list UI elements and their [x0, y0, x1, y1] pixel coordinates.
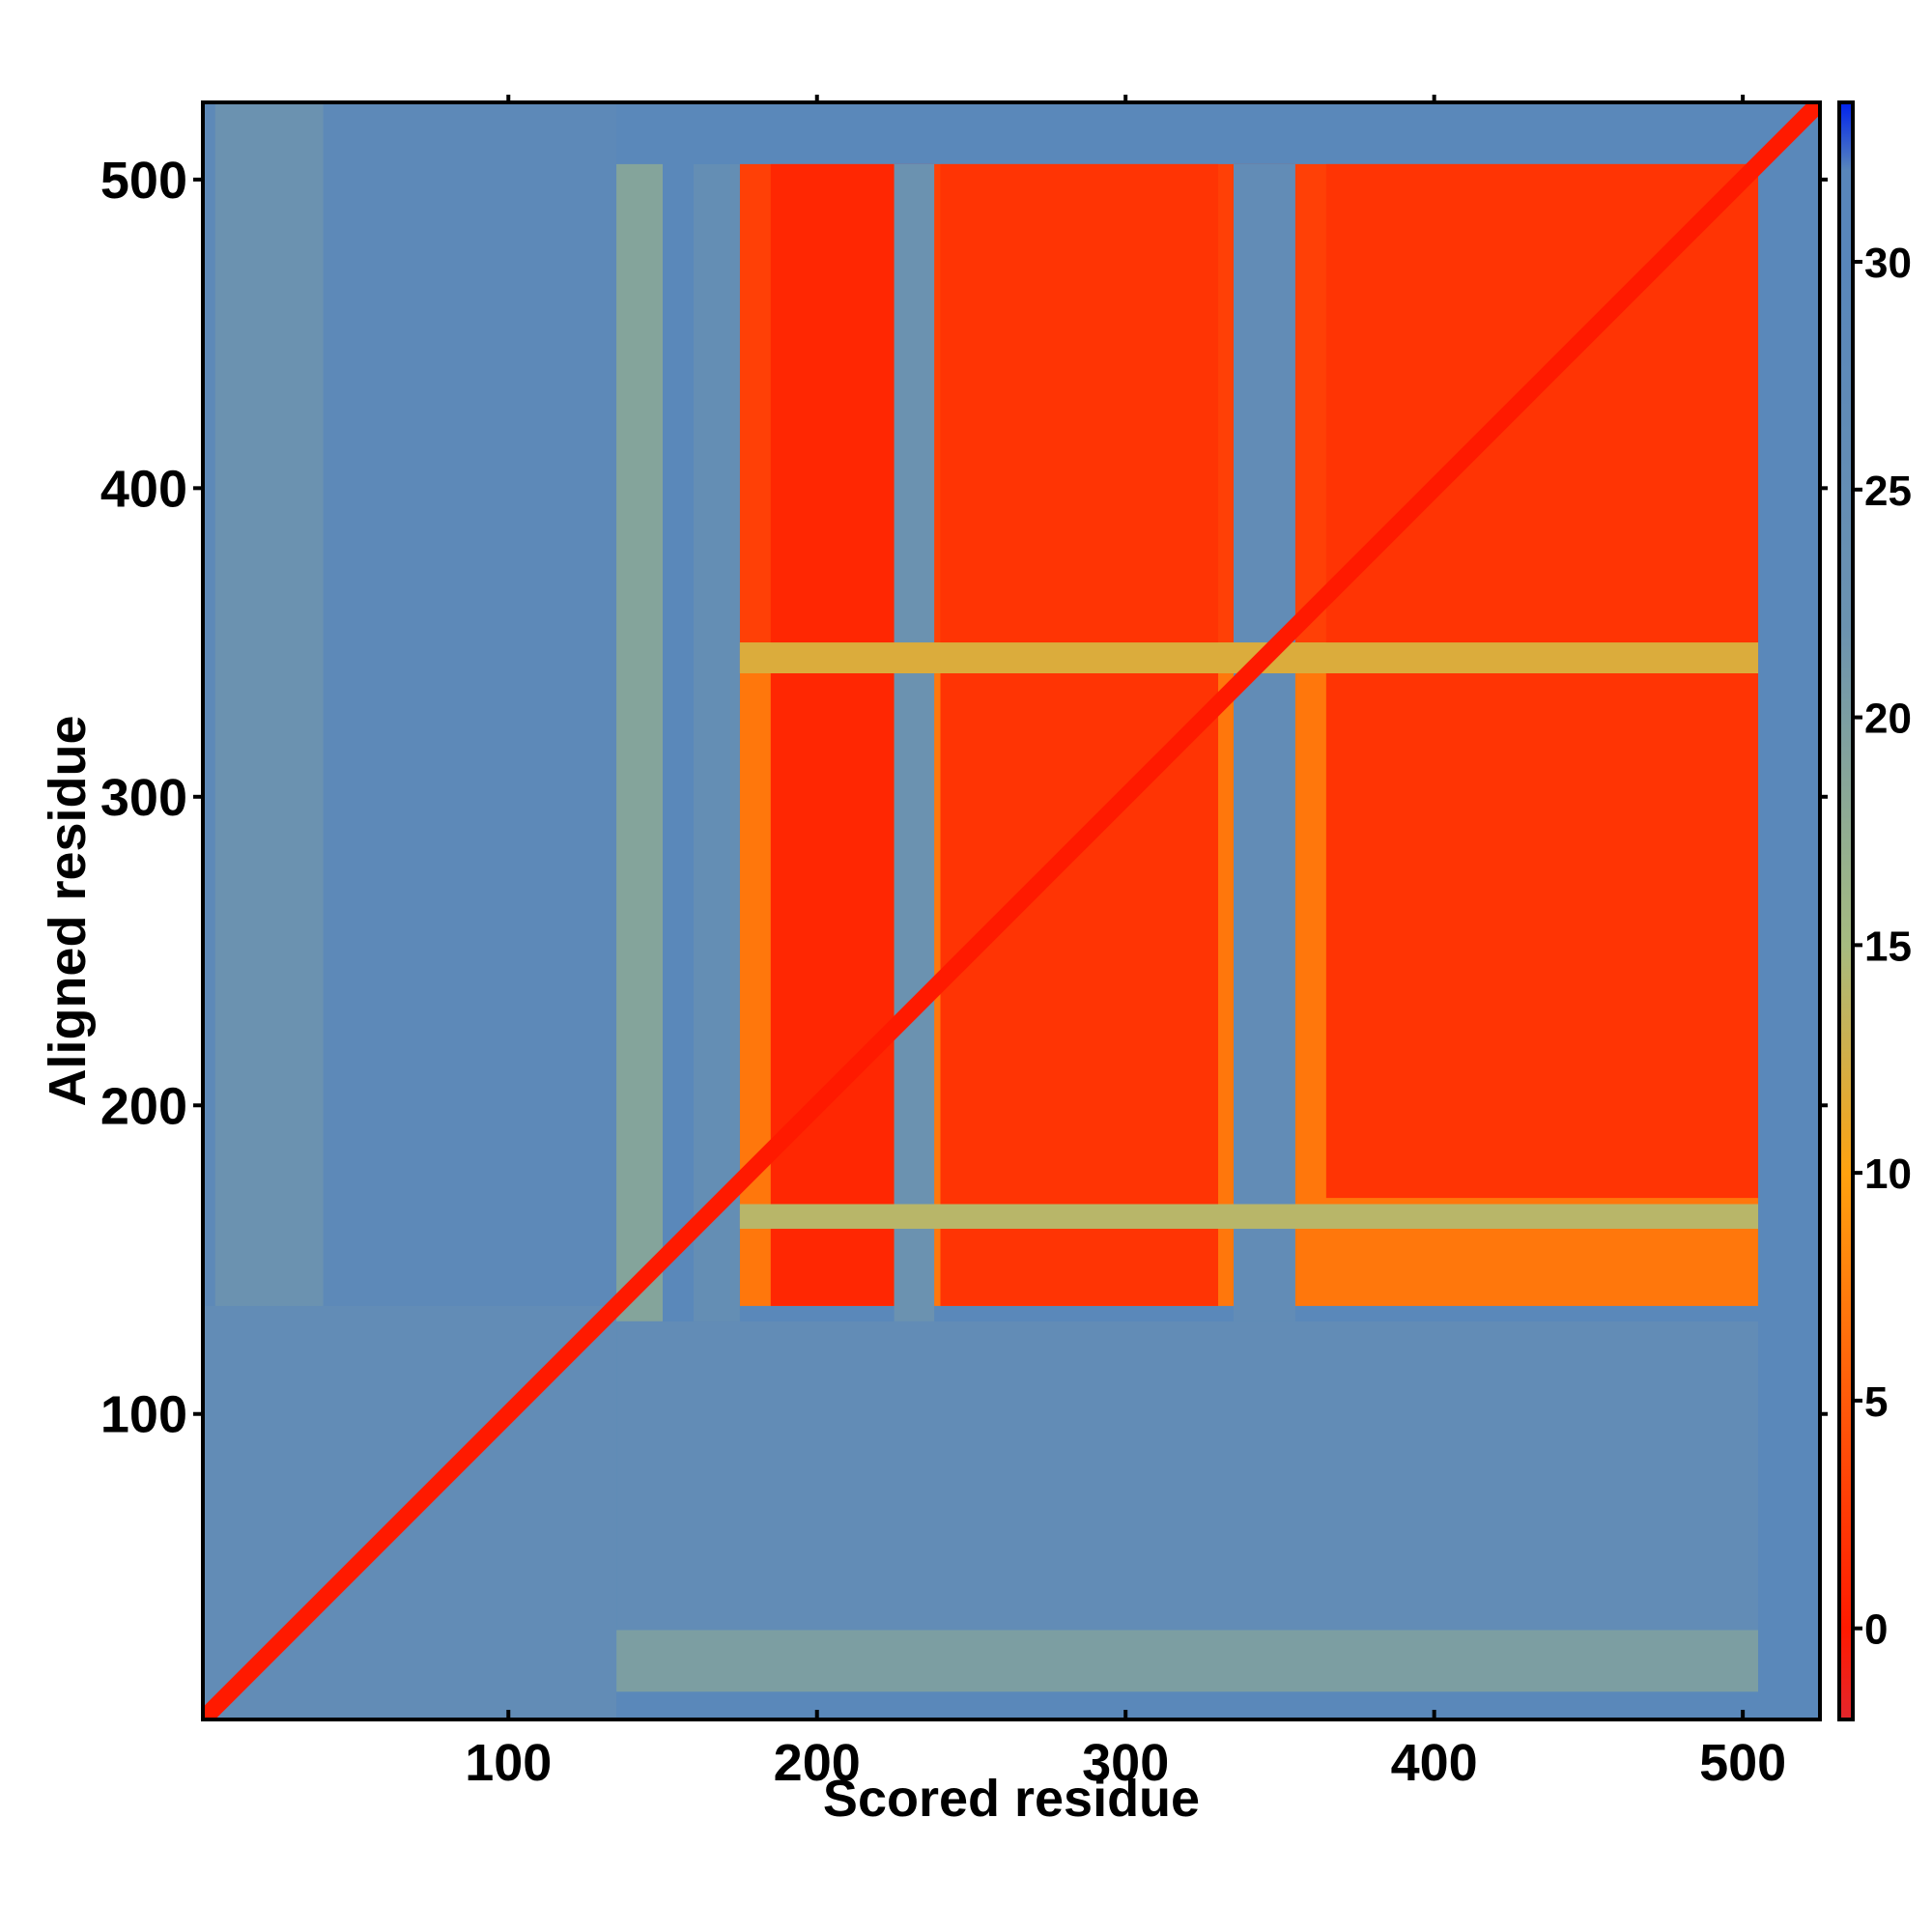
heatmap-region-8 [770, 163, 895, 1306]
colorbar-tick-label: 25 [1864, 468, 1912, 515]
colorbar-tick-label: 0 [1864, 1606, 1888, 1654]
colorbar-tick-label: 5 [1864, 1378, 1888, 1426]
colorbar: 0 5 10 15 20 25 30 [1837, 100, 1912, 1721]
colorbar-frame [1837, 100, 1855, 1721]
heatmap-region-9 [940, 163, 1219, 1306]
colorbar-tick-label: 10 [1864, 1151, 1912, 1198]
heatmap-diagonal [203, 102, 1820, 1719]
y-tick-label: 200 [100, 1077, 187, 1135]
colorbar-tick-label: 30 [1864, 240, 1912, 287]
y-tick-label: 100 [100, 1386, 187, 1444]
heatmap-region-3 [616, 163, 664, 1321]
y-axis-title: Aligned residue [39, 715, 97, 1106]
heatmap-region-14 [739, 1204, 1759, 1230]
x-tick-label: 400 [1391, 1734, 1478, 1792]
x-axis-title: Scored residue [823, 1770, 1200, 1828]
x-tick-label: 300 [1082, 1734, 1169, 1792]
heatmap-region-13 [693, 163, 740, 1321]
plot-frame [201, 100, 1822, 1721]
colorbar-tick-label: 20 [1864, 696, 1912, 743]
heatmap-region-12 [894, 163, 935, 1321]
x-tick-label: 200 [774, 1734, 861, 1792]
colorbar-gradient [1839, 102, 1853, 1719]
y-tick-label: 400 [100, 460, 187, 518]
heatmap-region-4 [616, 1630, 1759, 1692]
heatmap-region-5 [616, 1321, 1759, 1631]
heatmap-region-10 [1325, 163, 1759, 1199]
y-axis: 100 200 300 400 500 [100, 152, 1828, 1444]
heatmap-area [203, 102, 1820, 1719]
heatmap-region-11 [1234, 163, 1295, 1321]
x-tick-label: 500 [1699, 1734, 1786, 1792]
colorbar-tick-label: 15 [1864, 923, 1912, 970]
y-tick-label: 300 [100, 769, 187, 827]
x-axis: 100 200 300 400 500 [465, 95, 1786, 1792]
x-tick-label: 100 [465, 1734, 552, 1792]
y-tick-label: 500 [100, 152, 187, 210]
heatmap-region-17 [1758, 102, 1820, 1719]
